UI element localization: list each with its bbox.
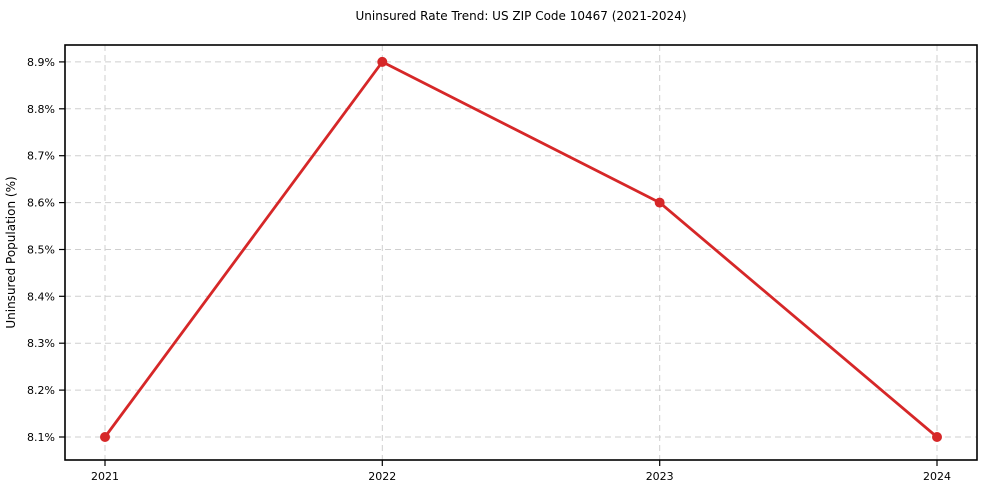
y-tick-label: 8.1% — [27, 431, 55, 444]
y-tick-label: 8.3% — [27, 337, 55, 350]
y-axis-label: Uninsured Population (%) — [4, 176, 18, 328]
trend-line — [103, 60, 939, 439]
chart-title: Uninsured Rate Trend: US ZIP Code 10467 … — [355, 9, 687, 23]
data-point-marker — [100, 432, 110, 442]
x-tick-label: 2022 — [368, 470, 396, 483]
data-point-marker — [654, 197, 665, 208]
data-point-marker — [377, 56, 388, 67]
x-tick-label: 2024 — [923, 470, 951, 483]
y-tick-label: 8.6% — [27, 197, 55, 210]
y-tick-label: 8.5% — [27, 244, 55, 257]
x-tick-label: 2023 — [646, 470, 674, 483]
y-tick-label: 8.9% — [27, 56, 55, 69]
data-point-marker — [932, 432, 942, 442]
y-tick-label: 8.4% — [27, 290, 55, 303]
y-tick-label: 8.2% — [27, 384, 55, 397]
x-tick-label: 2021 — [91, 470, 119, 483]
plot-frame — [64, 44, 978, 461]
y-tick-label: 8.8% — [27, 103, 55, 116]
y-tick-label: 8.7% — [27, 150, 55, 163]
